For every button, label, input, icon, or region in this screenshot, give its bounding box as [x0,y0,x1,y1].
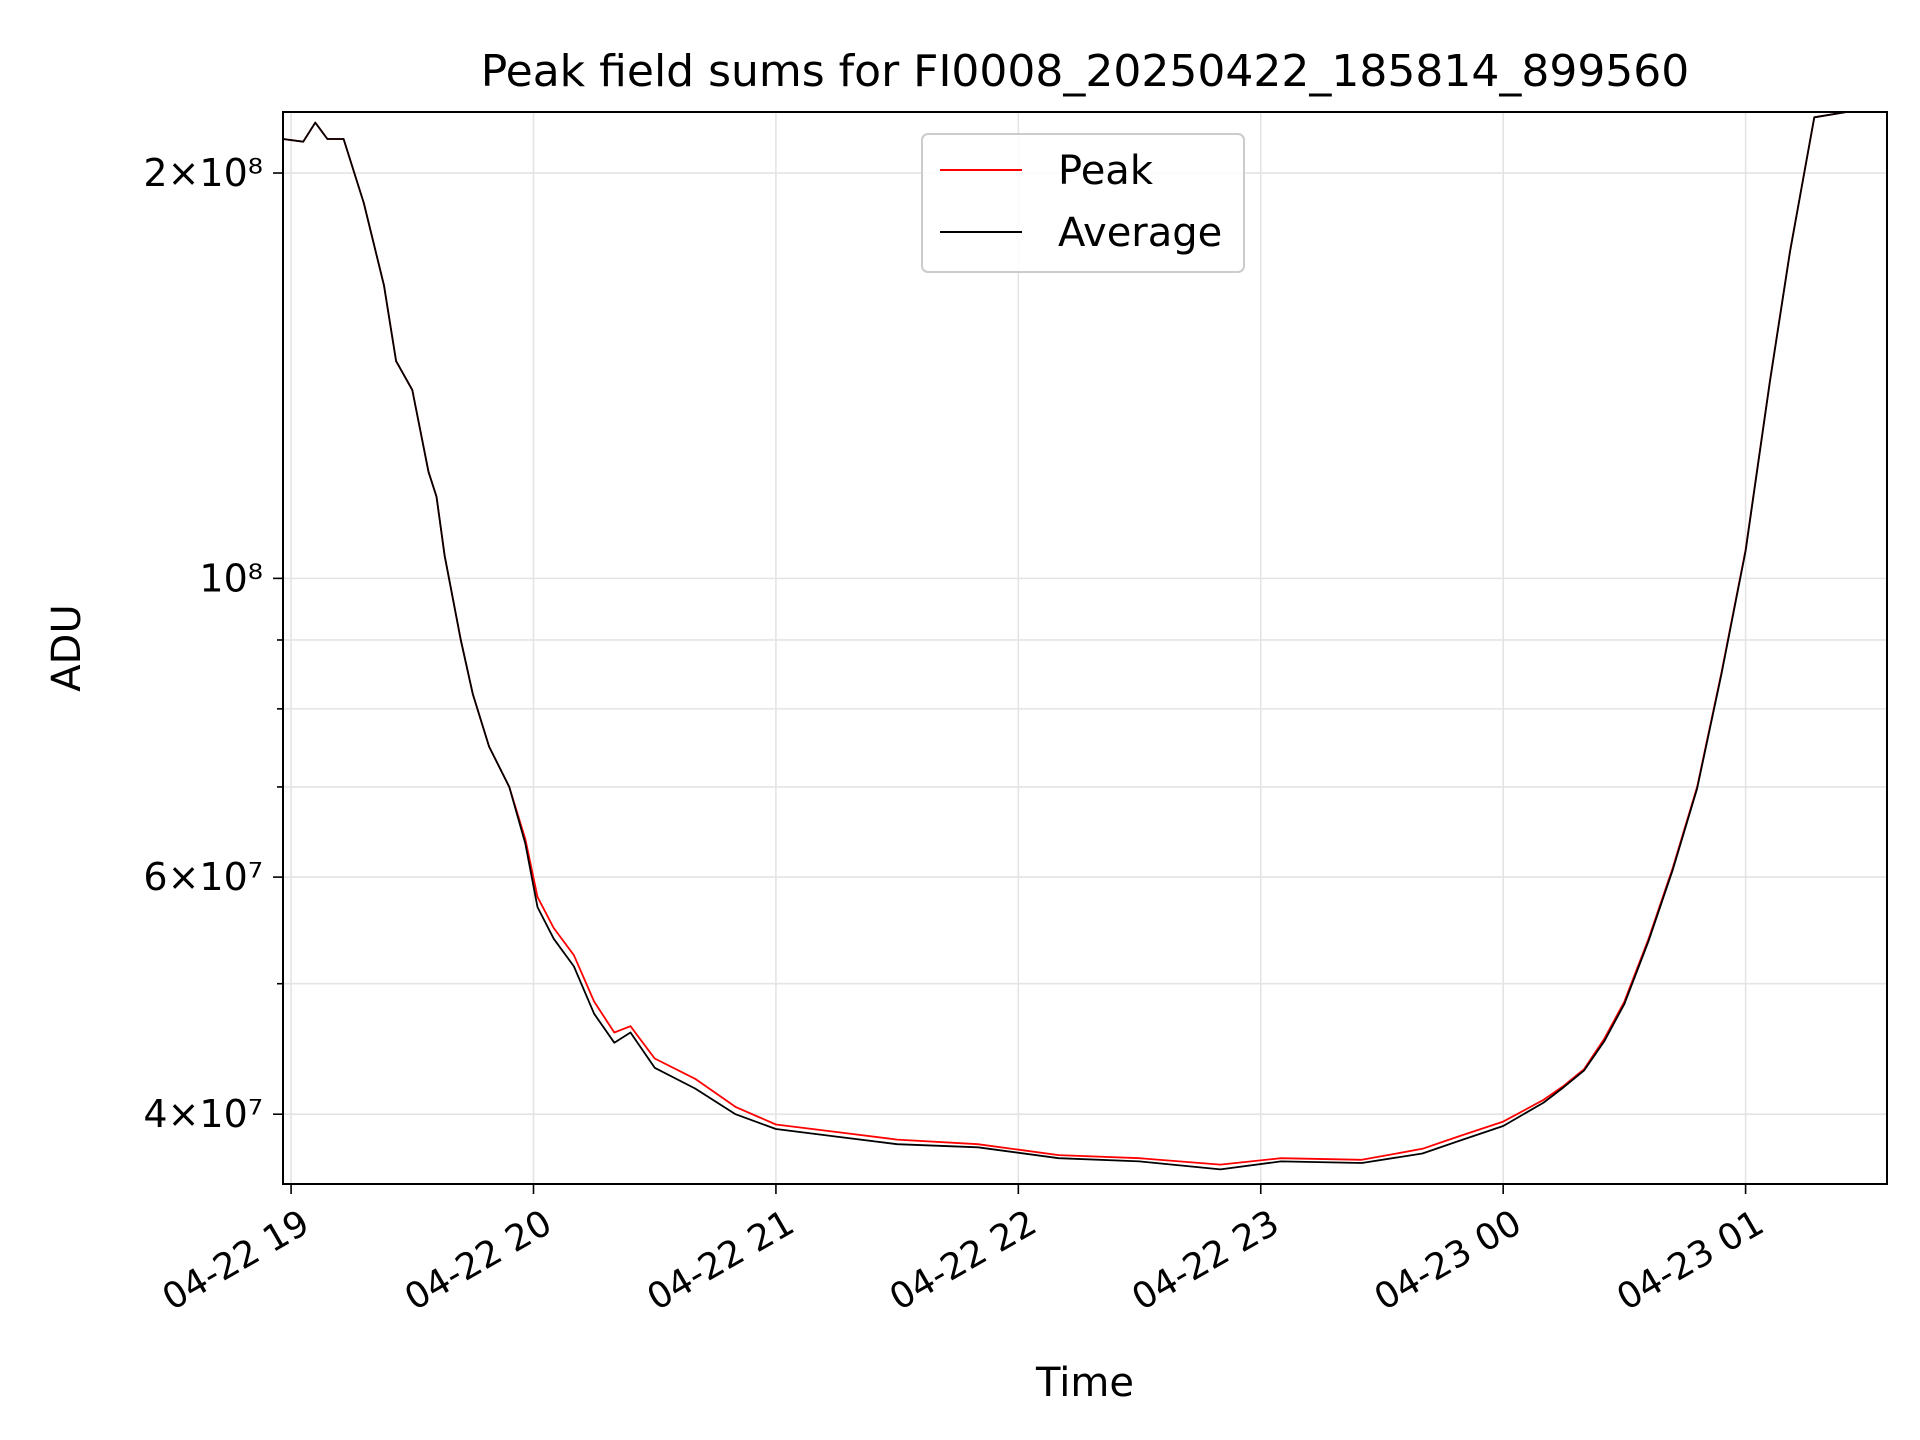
y-tick-label: 10⁸ [199,556,263,600]
x-axis-label: Time [1035,1360,1134,1406]
legend-label-peak: Peak [1058,148,1154,194]
series-layer [282,111,1887,1171]
plot-frame [282,111,1888,1185]
chart-title: Peak field sums for FI0008_20250422_1858… [481,46,1690,97]
y-tick-label: 4×10⁷ [143,1092,263,1136]
legend: Peak Average [921,133,1245,273]
y-axis-label: ADU [44,604,90,691]
legend-label-average: Average [1058,210,1222,256]
y-axis: 4×10⁷ 6×10⁷ 10⁸ 2×10⁸ [143,151,283,1136]
y-tick-label: 2×10⁸ [143,151,263,195]
series-line-average [282,111,1887,1171]
plot-area [283,112,1887,1184]
legend-box [921,133,1245,273]
y-tick-label: 6×10⁷ [143,855,263,899]
